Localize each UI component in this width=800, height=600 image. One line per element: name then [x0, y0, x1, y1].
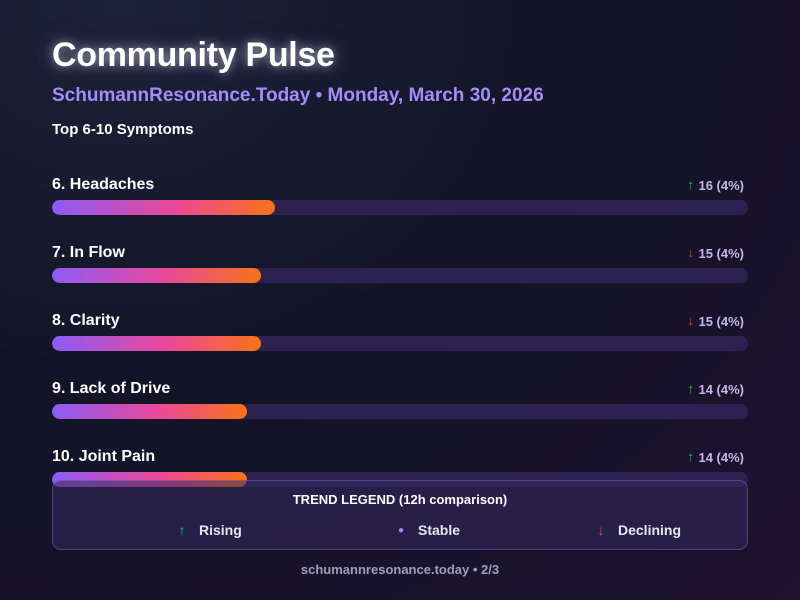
section-label: Top 6-10 Symptoms [52, 121, 194, 138]
bar-track [52, 268, 748, 283]
legend-title: TREND LEGEND (12h comparison) [292, 492, 508, 507]
bar-fill [52, 404, 247, 419]
arrow-up-icon: ↑ [687, 381, 694, 396]
bar-label: 8. Clarity [52, 312, 120, 329]
arrow-up-icon: ↑ [687, 449, 694, 464]
bar-value-label: ↑ 14 (4%) [687, 381, 744, 397]
bar-row: 8. Clarity ↓ 15 (4%) [52, 312, 748, 362]
bar-value-text: 15 (4%) [698, 314, 744, 329]
legend-label: Stable [418, 522, 461, 538]
bar-value-label: ↓ 15 (4%) [687, 245, 744, 261]
arrow-down-icon: ↓ [687, 313, 694, 328]
trend-legend: TREND LEGEND (12h comparison) ↑ Rising ● S… [52, 480, 748, 550]
bar-row: 9. Lack of Drive ↑ 14 (4%) [52, 380, 748, 430]
bar-row: 7. In Flow ↓ 15 (4%) [52, 244, 748, 294]
legend-item-rising: ↑ Rising [173, 522, 242, 538]
bar-value-text: 14 (4%) [698, 382, 744, 397]
legend-label: Declining [618, 522, 682, 538]
bar-value-label: ↑ 14 (4%) [687, 449, 744, 465]
legend-item-declining: ↓ Declining [592, 522, 682, 538]
bar-value-text: 14 (4%) [698, 450, 744, 465]
bar-value-text: 15 (4%) [698, 246, 744, 261]
bar-fill [52, 336, 261, 351]
dot-icon: ● [397, 525, 405, 536]
footer-text: schumannresonance.today • 2/3 [300, 562, 500, 577]
legend-item-stable: ● Stable [392, 522, 460, 538]
bar-track [52, 404, 748, 419]
bar-value-text: 16 (4%) [698, 178, 744, 193]
bar-value-label: ↓ 15 (4%) [687, 313, 744, 329]
bar-label: 6. Headaches [52, 176, 155, 193]
bar-label: 10. Joint Pain [52, 448, 156, 465]
bar-track [52, 200, 748, 215]
bar-track [52, 336, 748, 351]
bar-value-label: ↑ 16 (4%) [687, 177, 744, 193]
legend-label: Rising [199, 522, 242, 538]
arrow-down-icon: ↓ [597, 522, 605, 538]
page-title: Community Pulse [52, 36, 335, 74]
bar-row: 6. Headaches ↑ 16 (4%) [52, 176, 748, 226]
bar-label: 9. Lack of Drive [52, 380, 171, 397]
bar-fill [52, 200, 275, 215]
bar-label: 7. In Flow [52, 244, 125, 261]
page-subtitle: SchumannResonance.Today • Monday, March … [52, 85, 544, 106]
bar-fill [52, 268, 261, 283]
arrow-up-icon: ↑ [178, 522, 186, 538]
arrow-down-icon: ↓ [687, 245, 694, 260]
arrow-up-icon: ↑ [687, 177, 694, 192]
